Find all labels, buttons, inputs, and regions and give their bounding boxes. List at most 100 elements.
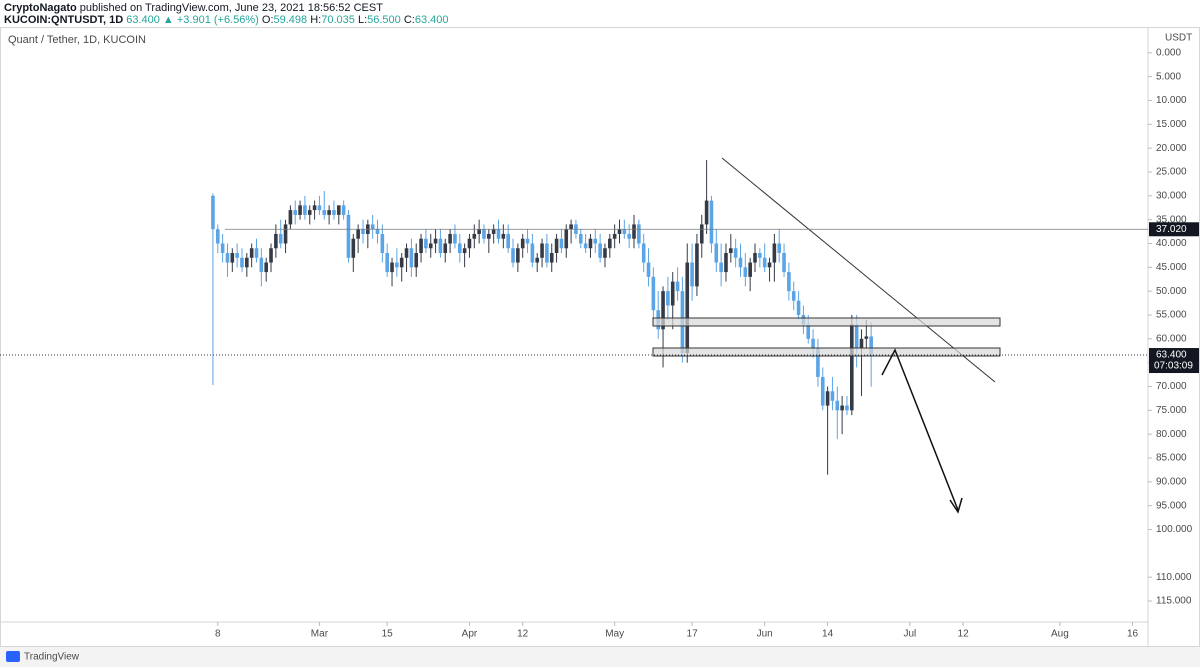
countdown: 07:03:09 (1154, 361, 1193, 372)
resistance-zone (652, 317, 1001, 327)
candle-body (288, 210, 293, 225)
candle-body (627, 233, 631, 239)
l-label: L: (358, 14, 367, 26)
candle-body (772, 243, 777, 263)
candle-body (283, 224, 288, 244)
candle-body (695, 243, 699, 287)
candle-body (390, 262, 394, 273)
candle-body (404, 248, 409, 258)
y-tick-label: 90.000 (1156, 476, 1187, 487)
candle-body (259, 257, 264, 273)
candle-body (733, 248, 738, 258)
l-value: 56.500 (367, 14, 401, 26)
candle-body (588, 238, 593, 249)
candle-body (491, 229, 496, 234)
candle-body (811, 338, 815, 349)
candle-body (370, 224, 375, 230)
candle-body (235, 253, 239, 258)
candle-body (457, 243, 462, 254)
h-label: H: (310, 14, 321, 26)
y-tick-label: 5.000 (1156, 71, 1181, 82)
candle-body (230, 253, 235, 263)
candle-body (472, 233, 477, 239)
x-tick-label: 12 (958, 629, 970, 640)
arrow (881, 348, 959, 511)
symbol: KUCOIN:QNTUSDT, 1D (4, 14, 123, 26)
candle-body (341, 205, 346, 215)
candle-body (443, 243, 448, 254)
y-tick-label: 0.000 (1156, 47, 1181, 58)
candle-body (211, 195, 215, 230)
y-tick-label: 30.000 (1156, 190, 1187, 201)
candle-body (298, 205, 302, 215)
support-zone (652, 347, 1001, 357)
candle-body (409, 248, 414, 268)
chart-legend: Quant / Tether, 1D, KUCOIN (8, 34, 146, 46)
candle-body (269, 248, 273, 263)
candle-body (545, 243, 549, 263)
price-label: 37.020 (1156, 224, 1187, 235)
candle-body (569, 224, 573, 230)
header-line-2: KUCOIN:QNTUSDT, 1D 63.400 ▲ +3.901 (+6.5… (4, 14, 449, 26)
candle-body (651, 276, 656, 311)
candle-body (424, 238, 428, 249)
y-tick-label: 45.000 (1156, 262, 1187, 273)
candle-body (641, 243, 646, 263)
candle-body (525, 238, 530, 244)
candle-body (714, 243, 719, 263)
x-tick-label: May (605, 629, 624, 640)
candle-body (782, 253, 786, 273)
candle-body (332, 210, 336, 215)
candle-body (738, 257, 743, 268)
candle-body (462, 248, 467, 254)
candle-body (850, 324, 854, 411)
x-tick-label: 15 (382, 629, 394, 640)
trendline (721, 157, 996, 383)
candle-body (264, 262, 268, 273)
candle-body (225, 253, 230, 263)
candle-body (859, 338, 864, 349)
publisher: CryptoNagato (4, 2, 77, 14)
candle-body (520, 238, 525, 249)
x-tick-label: Mar (311, 629, 329, 640)
candle-body (375, 229, 380, 234)
price-label-box (1149, 222, 1199, 237)
candle-body (351, 238, 356, 258)
candle-body (327, 210, 331, 215)
candle-body (806, 324, 811, 339)
candle-body (453, 233, 457, 244)
candle-body (598, 243, 602, 258)
x-tick-label: 17 (687, 629, 699, 640)
candle-body (753, 253, 757, 263)
candle-body (583, 243, 588, 249)
candle-body (632, 224, 636, 239)
x-tick-label: Jun (757, 629, 773, 640)
footer-bar (0, 647, 1200, 667)
candle-body (336, 205, 341, 215)
candle-body (385, 253, 389, 273)
candle-body (661, 291, 665, 330)
candle-body (854, 324, 859, 349)
candle-body (787, 272, 791, 292)
candle-body (704, 200, 709, 225)
candle-body (438, 238, 443, 254)
candle-body (796, 300, 801, 315)
candle-body (825, 391, 830, 406)
y-tick-label: 50.000 (1156, 286, 1187, 297)
candle-body (729, 248, 733, 254)
x-tick-label: Apr (462, 629, 478, 640)
candle-body (496, 229, 501, 239)
candle-body (743, 267, 748, 277)
candle-body (433, 238, 438, 244)
candle-body (840, 405, 844, 411)
last-price-label: 63.400 (1156, 350, 1187, 361)
y-tick-label: 55.000 (1156, 310, 1187, 321)
h-value: 70.035 (321, 14, 355, 26)
candle-body (646, 262, 651, 277)
candle-body (593, 238, 598, 244)
candle-body (448, 233, 452, 244)
candle-body (516, 248, 520, 263)
y-tick-label: 25.000 (1156, 167, 1187, 178)
candle-body (307, 210, 312, 215)
candle-body (278, 233, 283, 244)
